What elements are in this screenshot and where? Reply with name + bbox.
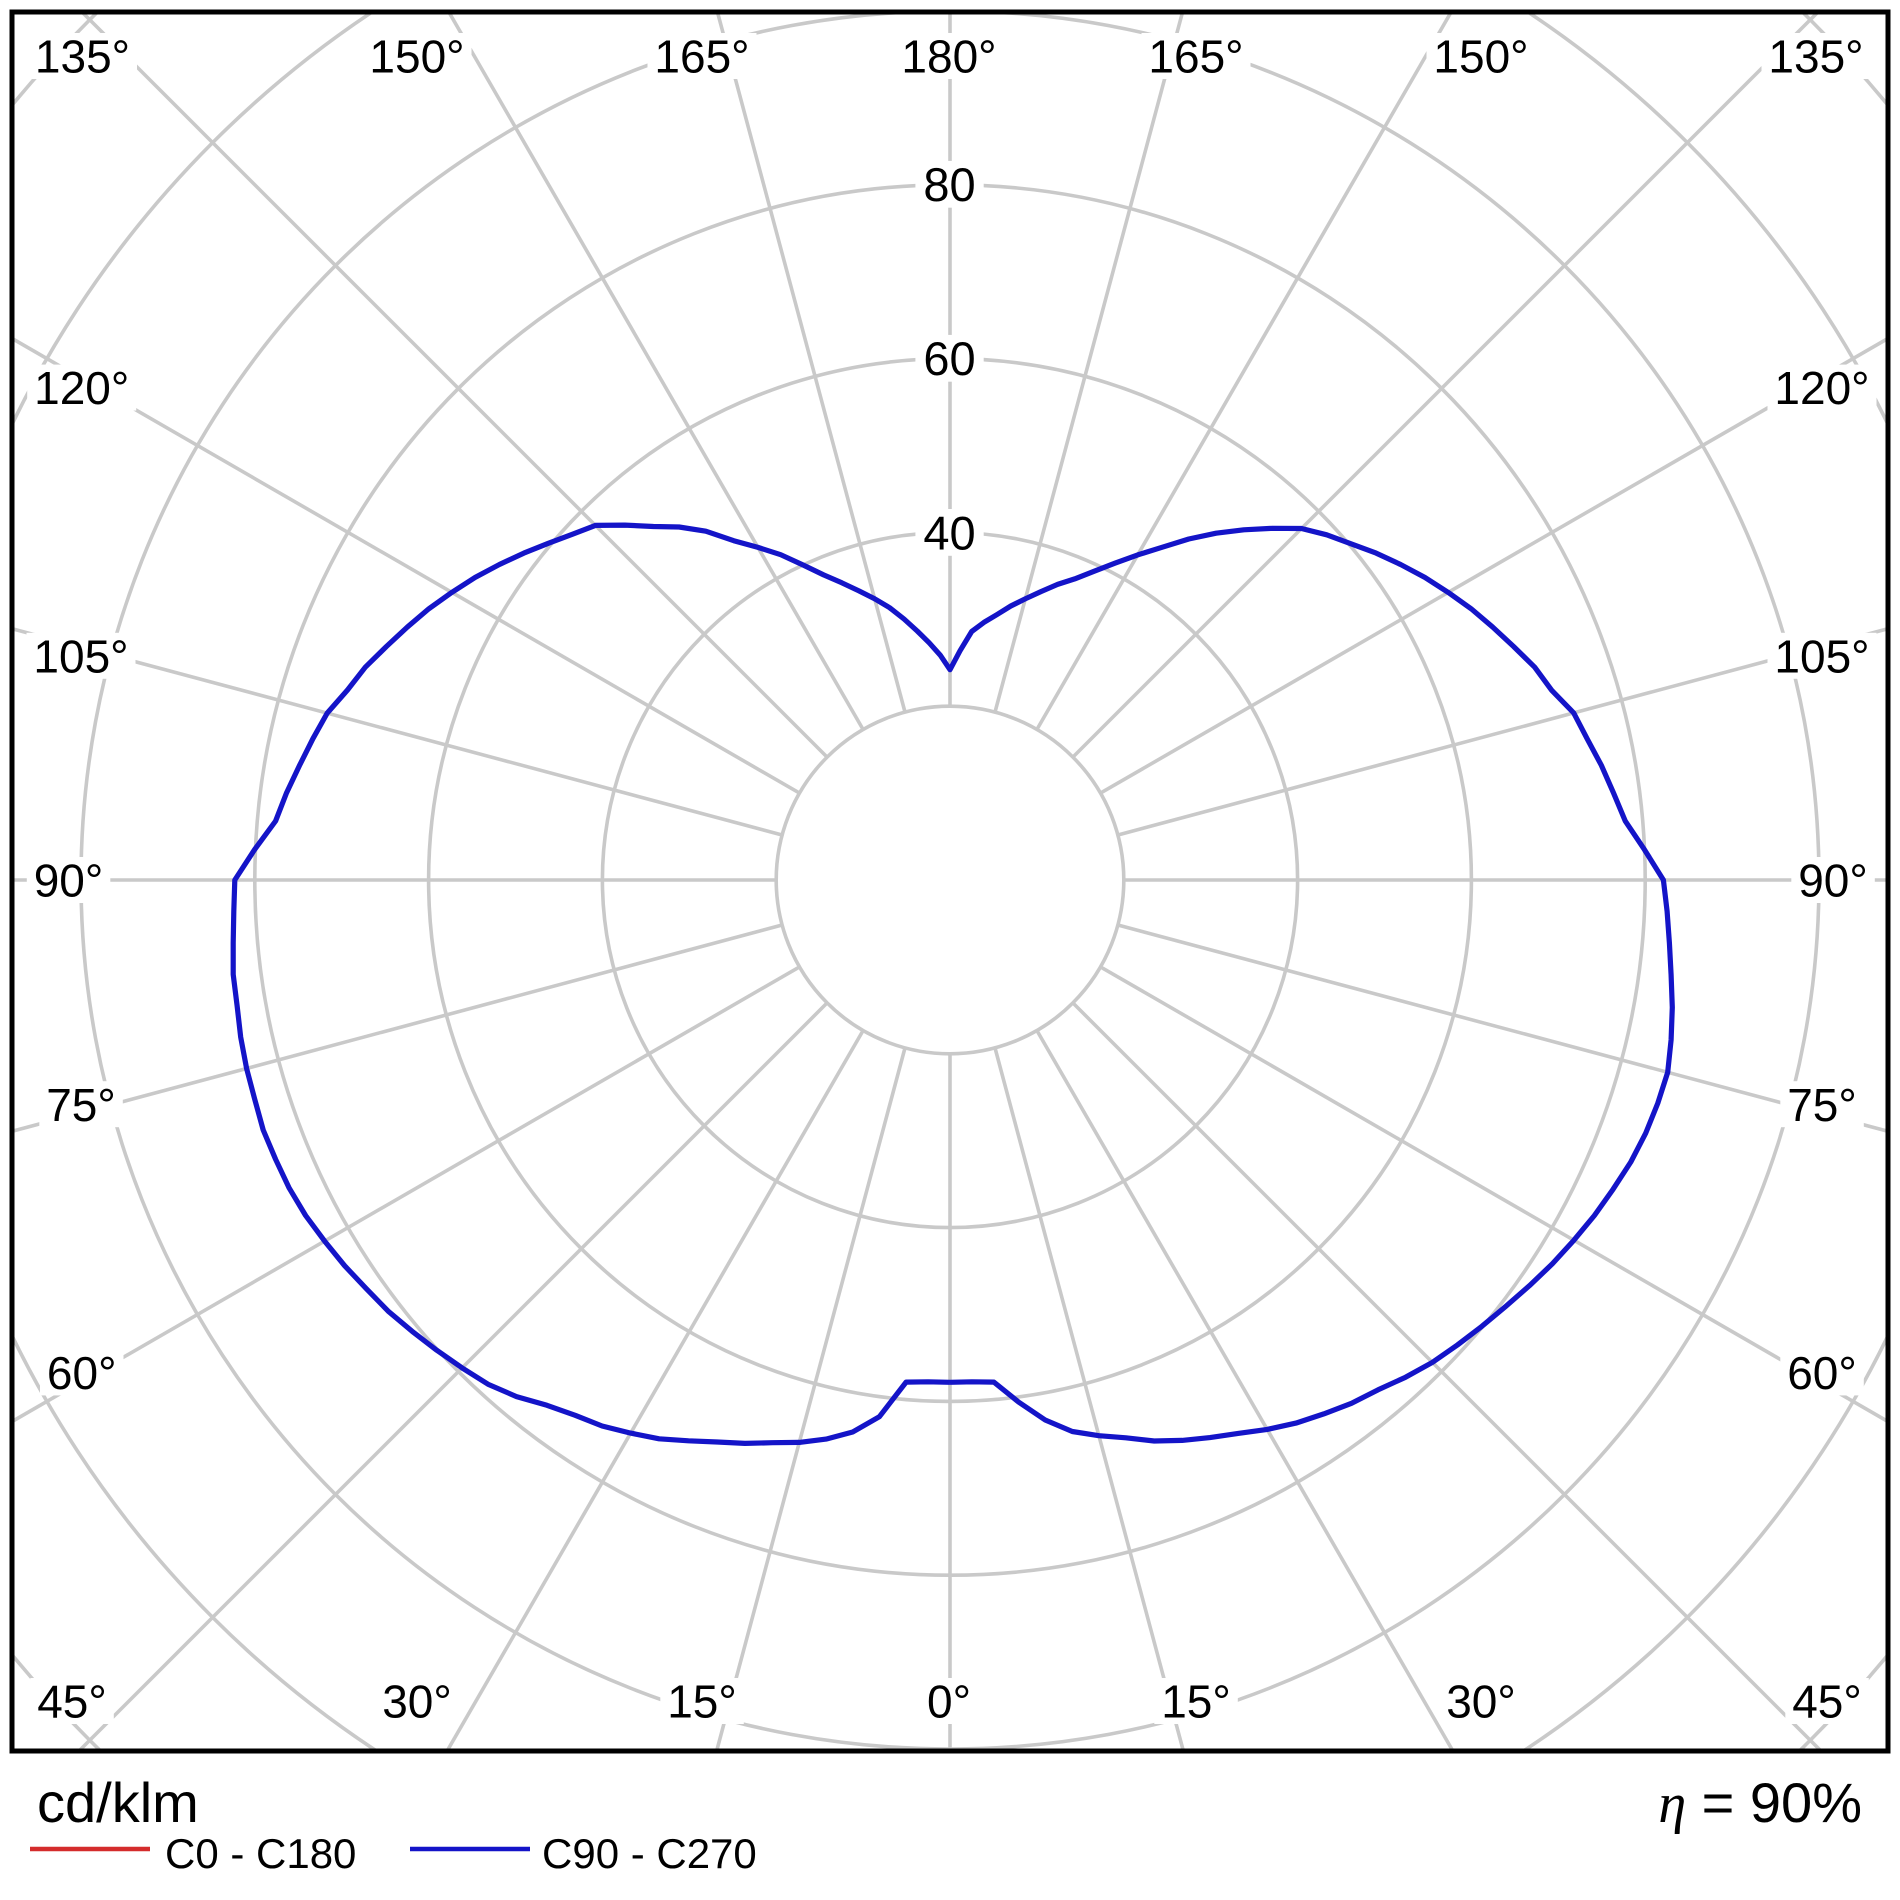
svg-text:30°: 30° [1446,1676,1516,1728]
svg-text:75°: 75° [1787,1079,1857,1131]
svg-text:45°: 45° [37,1676,107,1728]
svg-text:90°: 90° [34,855,104,907]
svg-text:15°: 15° [667,1676,737,1728]
svg-text:165°: 165° [654,31,749,83]
svg-text:105°: 105° [33,630,128,682]
svg-text:135°: 135° [35,31,130,83]
svg-text:165°: 165° [1148,31,1243,83]
svg-text:75°: 75° [46,1079,116,1131]
svg-text:60°: 60° [1787,1347,1857,1399]
svg-text:90°: 90° [1798,855,1868,907]
svg-text:150°: 150° [1433,31,1528,83]
svg-text:120°: 120° [34,362,129,414]
svg-text:80: 80 [923,158,975,211]
svg-text:105°: 105° [1774,630,1869,682]
svg-text:C90 - C270: C90 - C270 [542,1830,757,1877]
svg-text:60: 60 [923,332,975,385]
svg-text:η = 90%: η = 90% [1658,1771,1862,1835]
svg-text:40: 40 [923,506,975,559]
svg-text:15°: 15° [1161,1676,1231,1728]
svg-text:150°: 150° [369,31,464,83]
svg-text:120°: 120° [1774,362,1869,414]
svg-text:135°: 135° [1768,31,1863,83]
svg-text:60°: 60° [47,1347,117,1399]
svg-text:0°: 0° [927,1676,971,1728]
svg-text:cd/klm: cd/klm [37,1771,199,1834]
svg-text:C0 - C180: C0 - C180 [165,1830,356,1877]
svg-text:180°: 180° [901,31,996,83]
svg-text:45°: 45° [1792,1676,1862,1728]
svg-text:30°: 30° [382,1676,452,1728]
